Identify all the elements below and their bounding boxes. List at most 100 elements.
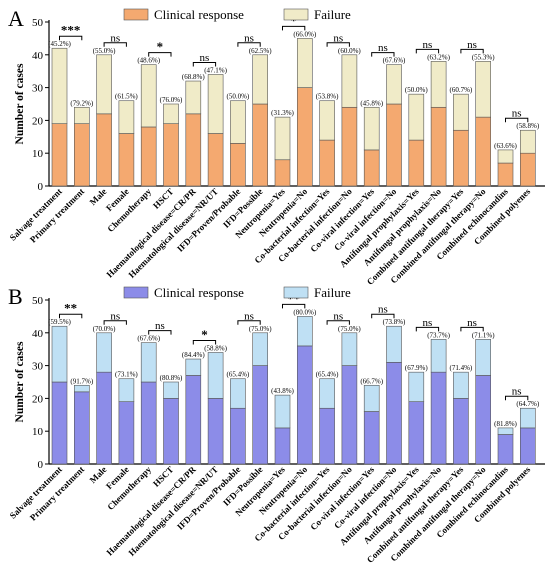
panel-a-significance-label: ns bbox=[512, 108, 522, 120]
panel-b-significance-label: ns bbox=[244, 310, 254, 322]
panel-b-significance-label: ns bbox=[110, 310, 120, 322]
panel-b-bar-failure bbox=[519, 407, 536, 429]
panel-a-percent-label: (60.7%) bbox=[450, 86, 473, 94]
panel-a-bar-response bbox=[207, 133, 224, 187]
panel-b-significance-label: ns bbox=[423, 317, 433, 329]
panel-a-bar-failure bbox=[430, 61, 447, 108]
panel-a-bar-failure bbox=[497, 149, 514, 164]
panel-b-significance-label: ** bbox=[64, 301, 77, 316]
panel-a-bar-failure bbox=[519, 129, 536, 154]
panel-a-percent-label: (45.2%) bbox=[48, 40, 71, 48]
panel-b-percent-label: (71.1%) bbox=[472, 331, 495, 339]
panel-a-percent-label: (61.5%) bbox=[115, 93, 138, 101]
panel-a-y-tick-label: 40 bbox=[32, 50, 44, 62]
panel-b-y-tick-label: 10 bbox=[32, 426, 44, 438]
panel-a-significance-label: * bbox=[157, 39, 164, 54]
panel-b-y-tick-label: 40 bbox=[32, 328, 44, 340]
panel-a-bar-failure bbox=[230, 100, 246, 144]
panel-b-percent-label: (58.8%) bbox=[204, 344, 227, 352]
panel-b-y-tick-label: 20 bbox=[32, 393, 44, 405]
panel-b-significance-label: * bbox=[201, 327, 208, 342]
panel-b-percent-label: (59.5%) bbox=[48, 318, 71, 326]
panel-b-bar-response bbox=[74, 391, 90, 465]
panel-a-percent-label: (60.0%) bbox=[338, 47, 361, 55]
panel-a-bar-failure bbox=[453, 93, 469, 131]
panel-a-bar-response bbox=[296, 87, 313, 187]
panel-a-bar-failure bbox=[185, 80, 202, 115]
panel-a-bar-response bbox=[319, 139, 335, 187]
panel-a-bar-response bbox=[74, 123, 90, 187]
panel-a-significance-label: ns bbox=[333, 32, 343, 44]
panel-a-legend-swatch-response bbox=[123, 8, 149, 21]
panel-b-bar-response bbox=[319, 407, 335, 465]
panel-a-y-tick-label: 10 bbox=[32, 148, 44, 160]
panel-a-legend-label-failure: Failure bbox=[314, 7, 351, 22]
panel-b-percent-label: (71.4%) bbox=[450, 364, 473, 372]
panel-a-significance-bracket bbox=[371, 52, 395, 57]
panel-b-bar-response bbox=[230, 407, 246, 465]
panel-b-percent-label: (65.4%) bbox=[316, 371, 339, 379]
panel-a-bar-response bbox=[386, 103, 402, 187]
panel-a-significance-bracket bbox=[415, 48, 440, 54]
panel-b-percent-label: (81.8%) bbox=[494, 420, 517, 428]
panel-b-percent-label: (66.7%) bbox=[360, 377, 383, 385]
panel-a-bar-failure bbox=[252, 54, 268, 105]
panel-a-bar-response bbox=[230, 143, 246, 187]
panel-a-bar-failure bbox=[319, 100, 335, 141]
panel-b-significance-bracket bbox=[505, 395, 529, 401]
panel-b-bar-response bbox=[497, 434, 514, 465]
panel-b-bar-response bbox=[118, 401, 135, 465]
panel-b-significance-bracket bbox=[460, 326, 484, 332]
panel-b-y-tick-label: 0 bbox=[38, 459, 44, 471]
panel-a-bar-response bbox=[51, 123, 68, 187]
panel-a-percent-label: (66.0%) bbox=[293, 30, 316, 38]
panel-b-percent-label: (73.1%) bbox=[115, 371, 138, 379]
panel-b-significance-bracket bbox=[148, 330, 172, 335]
panel-b-percent-label: (75.0%) bbox=[338, 325, 361, 333]
panel-a-bar-failure bbox=[386, 64, 402, 105]
panel-b-significance-bracket bbox=[415, 326, 440, 332]
panel-a-percent-label: (79.2%) bbox=[70, 99, 93, 107]
panel-b-legend-swatch-response bbox=[123, 286, 149, 299]
panel-b-bar-failure bbox=[96, 332, 112, 373]
panel-b-bar-failure bbox=[475, 339, 492, 376]
panel-b-legend-label-response: Clinical response bbox=[154, 285, 244, 300]
panel-a-bar-response bbox=[408, 139, 425, 187]
panel-b-significance-bracket bbox=[282, 303, 306, 309]
panel-a-bar-failure bbox=[408, 93, 425, 141]
panel-a-percent-label: (76.0%) bbox=[160, 96, 183, 104]
panel-a-significance-bracket bbox=[282, 25, 306, 31]
panel-a-bar-failure bbox=[274, 116, 291, 161]
panel-b-bar-response bbox=[140, 381, 157, 465]
panel-b-significance-bracket bbox=[103, 320, 127, 325]
panel-a-significance-label: ns bbox=[200, 52, 210, 64]
panel-a-significance-bracket bbox=[192, 61, 217, 67]
panel-b-percent-label: (73.8%) bbox=[383, 318, 406, 326]
panel-a-significance-bracket bbox=[148, 52, 172, 57]
panel-b-bar-failure bbox=[363, 384, 380, 412]
panel-a-bar-response bbox=[252, 103, 268, 187]
panel-a-bar-response bbox=[96, 113, 112, 187]
panel-b-percent-label: (73.7%) bbox=[427, 331, 450, 339]
panel-b-bar-response bbox=[453, 398, 469, 465]
panel-b-bar-failure bbox=[140, 342, 157, 383]
panel-b-significance-label: ns bbox=[155, 320, 165, 332]
panel-b-bar-failure bbox=[341, 332, 358, 366]
panel-b-significance-bracket bbox=[326, 320, 350, 325]
panel-b-percent-label: (64.7%) bbox=[516, 400, 539, 408]
panel-b-y-axis-label: Number of cases bbox=[14, 341, 26, 422]
panel-a-percent-label: (63.2%) bbox=[427, 53, 450, 61]
panel-b-bar-failure bbox=[51, 325, 68, 383]
panel-a-y-tick-label: 0 bbox=[38, 181, 44, 193]
panel-a-bar-response bbox=[519, 152, 536, 187]
panel-b-bar-response bbox=[430, 371, 447, 465]
panel-b-bar-response bbox=[386, 362, 402, 465]
panel-b-bar-response bbox=[96, 371, 112, 465]
panel-b-bar-failure bbox=[274, 394, 291, 429]
panel-b-significance-bracket bbox=[371, 313, 395, 319]
panel-b-legend-swatch-failure bbox=[283, 286, 309, 299]
panel-a-legend-label-response: Clinical response bbox=[154, 7, 244, 22]
panel-a-significance-label: *** bbox=[61, 23, 81, 38]
panel-b-significance-label: ns bbox=[333, 310, 343, 322]
panel-b-legend-label-failure: Failure bbox=[314, 285, 351, 300]
